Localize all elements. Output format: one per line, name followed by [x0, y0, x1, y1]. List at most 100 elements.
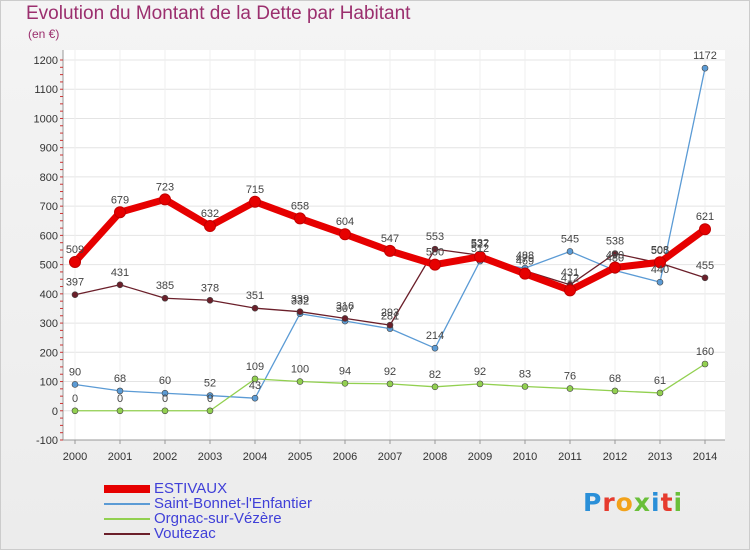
data-label: 82 [429, 369, 441, 381]
data-point [386, 321, 394, 329]
data-label: 68 [609, 373, 621, 385]
data-point [296, 308, 304, 315]
logo-letter: i [673, 488, 684, 517]
legend-label: Saint-Bonnet-l'Enfantier [154, 495, 312, 512]
legend-swatch [104, 532, 150, 535]
data-label: 455 [696, 260, 714, 272]
data-label: 715 [246, 184, 264, 196]
data-label: 90 [69, 366, 81, 378]
y-tick-label: 1200 [34, 55, 58, 67]
data-label: 281 [381, 311, 399, 323]
data-label: 160 [696, 346, 714, 358]
data-label: 61 [654, 375, 666, 387]
logo-letter: i [651, 488, 661, 517]
data-label: 488 [516, 250, 534, 262]
data-point [71, 407, 79, 415]
data-label: 332 [291, 296, 309, 308]
data-label: 412 [561, 272, 579, 284]
data-point [251, 375, 259, 383]
data-point [566, 385, 574, 392]
data-point [701, 64, 709, 72]
data-label: 431 [111, 267, 129, 279]
data-label: 469 [516, 256, 534, 268]
data-point [431, 383, 439, 391]
data-label: 60 [159, 375, 171, 387]
data-point [519, 267, 531, 280]
data-point [476, 380, 484, 388]
chart-subtitle: (en €) [28, 27, 60, 41]
data-label: 500 [426, 247, 444, 259]
data-point [431, 344, 439, 352]
data-point [701, 360, 709, 368]
data-point [656, 278, 664, 286]
data-label: 83 [519, 369, 531, 381]
data-point [341, 379, 349, 387]
y-tick-label: 100 [40, 377, 58, 389]
data-label: 532 [471, 237, 489, 249]
data-point [609, 261, 621, 274]
proxiti-logo: Proxiti [583, 488, 683, 517]
y-tick-label: 800 [40, 172, 58, 184]
chart-title: Evolution du Montant de la Dette par Hab… [26, 3, 411, 24]
data-label: 68 [114, 373, 126, 385]
y-tick-label: 400 [40, 289, 58, 301]
data-label: 604 [336, 216, 354, 228]
data-label: 480 [606, 252, 624, 264]
logo-letter: r [602, 488, 616, 517]
x-tick-label: 2011 [558, 451, 582, 463]
data-point [656, 389, 664, 397]
data-point [521, 383, 529, 390]
data-label: 0 [207, 393, 213, 405]
y-tick-label: -100 [36, 435, 58, 447]
data-label: 94 [339, 365, 351, 377]
data-label: 293 [381, 307, 399, 319]
data-point [701, 274, 709, 282]
data-point [116, 407, 124, 415]
data-point [71, 381, 79, 388]
logo-letter: o [615, 488, 634, 517]
data-label: 214 [426, 330, 444, 342]
data-label: 52 [204, 378, 216, 390]
data-label: 397 [66, 277, 84, 289]
legend-swatch [104, 502, 150, 505]
data-point [431, 245, 439, 253]
data-label: 100 [291, 364, 309, 376]
data-label: 92 [474, 366, 486, 378]
data-label: 339 [291, 294, 309, 306]
x-tick-label: 2000 [63, 451, 87, 463]
data-label: 545 [561, 233, 579, 245]
data-point [339, 228, 351, 241]
data-point [654, 256, 666, 269]
legend-label: Voutezac [154, 525, 216, 542]
data-label: 76 [564, 371, 576, 383]
data-point [161, 294, 169, 302]
y-tick-label: 1100 [34, 84, 58, 96]
data-label: 658 [291, 200, 309, 212]
x-tick-label: 2009 [468, 451, 492, 463]
data-label: 0 [117, 393, 123, 405]
data-point [159, 193, 171, 206]
data-label: 43 [249, 380, 261, 392]
data-label: 431 [561, 267, 579, 279]
data-point [294, 212, 306, 225]
data-label: 621 [696, 211, 714, 223]
data-point [384, 244, 396, 257]
legend-label: Orgnac-sur-Vézère [154, 510, 282, 527]
data-point [699, 223, 711, 236]
data-point [564, 284, 576, 297]
data-label: 679 [111, 194, 129, 206]
legend-swatch [104, 517, 150, 520]
data-label: 0 [72, 393, 78, 405]
data-label: 385 [156, 280, 174, 292]
data-label: 351 [246, 290, 264, 302]
data-label: 505 [651, 245, 669, 257]
data-label: 490 [606, 250, 624, 262]
data-label: 316 [336, 300, 354, 312]
x-tick-label: 2013 [648, 451, 672, 463]
data-point [206, 407, 214, 415]
x-tick-label: 2003 [198, 451, 222, 463]
data-label: 479 [516, 253, 534, 265]
data-label: 553 [426, 231, 444, 243]
y-tick-label: 300 [40, 318, 58, 330]
